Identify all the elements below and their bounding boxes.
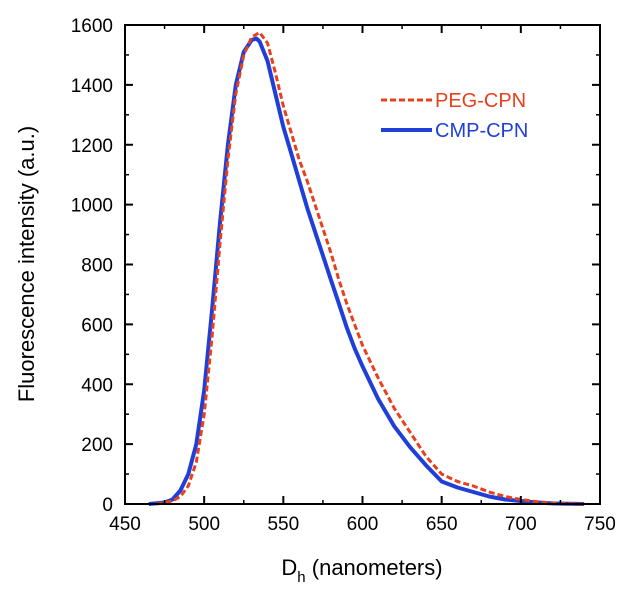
- x-tick-label: 450: [109, 514, 141, 535]
- x-tick-label: 650: [426, 514, 458, 535]
- legend-label-cmp-cpn: CMP-CPN: [435, 120, 528, 142]
- series-line-peg-cpn: [156, 31, 585, 506]
- y-tick-label: 1200: [71, 136, 113, 157]
- y-tick-label: 200: [81, 435, 113, 456]
- x-tick-label: 500: [188, 514, 220, 535]
- y-tick-label: 800: [81, 256, 113, 277]
- x-tick-label: 700: [505, 514, 537, 535]
- x-axis-title-subscript: h: [297, 569, 305, 586]
- y-tick-label: 1000: [71, 196, 113, 217]
- y-tick-label: 600: [81, 315, 113, 336]
- x-axis-title-rest: (nanometers): [306, 555, 443, 580]
- y-tick-label: 1400: [71, 76, 113, 97]
- plot-content: [148, 31, 585, 506]
- x-axis-title: Dh (nanometers): [281, 555, 442, 586]
- axis-tick-labels: 450 500 550 600 650 700 750 0 200 400 600 800 1000 12…: [71, 16, 616, 535]
- series-line-cmp-cpn: [148, 36, 585, 506]
- x-tick-label: 750: [584, 514, 616, 535]
- y-tick-label: 0: [102, 495, 113, 516]
- legend-label-peg-cpn: PEG-CPN: [435, 90, 526, 112]
- y-tick-label: 400: [81, 375, 113, 396]
- legend: PEG-CPN CMP-CPN: [381, 90, 528, 142]
- axis-ticks: [124, 24, 601, 505]
- x-tick-label: 550: [267, 514, 299, 535]
- y-tick-label: 1600: [71, 16, 113, 37]
- x-tick-label: 600: [347, 514, 379, 535]
- x-axis-title-main: D: [281, 555, 297, 580]
- y-axis-title: Fluorescence intensity (a.u.): [14, 126, 39, 402]
